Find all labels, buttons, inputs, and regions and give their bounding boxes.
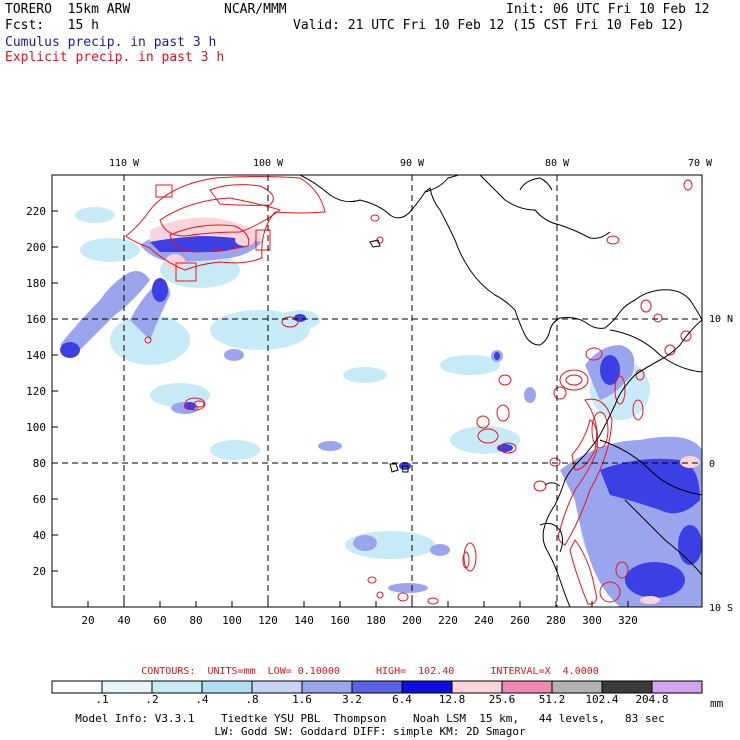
colorbar-swatch: [401, 680, 453, 694]
colorbar-swatch: [501, 680, 553, 694]
colorbar-label: 102.4: [585, 693, 619, 706]
valid-time: Valid: 21 UTC Fri 10 Feb 12 (15 CST Fri …: [293, 18, 685, 33]
colorbar-swatch: [201, 680, 253, 694]
lat-label-0: 0: [709, 459, 715, 470]
cumulus-precip-title: Cumulus precip. in past 3 h: [5, 35, 217, 50]
colorbar-label: 51.2: [538, 693, 566, 706]
colorbar-unit: mm: [710, 697, 724, 710]
colorbar-swatch: [301, 680, 353, 694]
lat-lon-grid: [52, 175, 702, 607]
x-tick-label: 260: [510, 614, 530, 627]
colorbar-swatch: [351, 680, 403, 694]
x-tick-label: 40: [117, 614, 130, 627]
lon-label-70w: 70 W: [688, 158, 713, 169]
lon-label-90w: 90 W: [400, 158, 425, 169]
explicit-precip-contours: [125, 176, 693, 605]
precip-map: 110 W 100 W 90 W 80 W 70 W 10 N 0 10 S: [26, 158, 733, 627]
colorbar-swatch: [51, 680, 103, 694]
x-tick-label: 280: [546, 614, 566, 627]
colorbar-label: 204.8: [635, 693, 669, 706]
y-tick-label: 20: [33, 565, 46, 578]
model-name: TORERO 15km ARW: [5, 2, 131, 17]
x-tick-label: 140: [294, 614, 314, 627]
colorbar-swatch: [551, 680, 603, 694]
y-tick-label: 180: [26, 277, 46, 290]
init-time: Init: 06 UTC Fri 10 Feb 12: [506, 2, 710, 17]
y-tick-label: 200: [26, 241, 46, 254]
y-tick-label: 220: [26, 205, 46, 218]
colorbar-label: .2: [145, 693, 159, 706]
x-tick-label: 100: [222, 614, 242, 627]
colorbar-label: .8: [245, 693, 259, 706]
contours-info: CONTOURS: UNITS=mm LOW= 0.10000 HIGH= 10…: [141, 666, 599, 677]
model-info-line2: LW: Godd SW: Goddard DIFF: simple KM: 2D…: [214, 725, 526, 738]
colorbar-labels: .1 .2 .4 .8 1.6 3.2 6.4 12.8 25.6 51.2 102.4 204.8: [0, 693, 740, 707]
lon-label-100w: 100 W: [253, 158, 284, 169]
x-tick-label: 240: [474, 614, 494, 627]
y-tick-label: 40: [33, 529, 46, 542]
x-tick-label: 220: [438, 614, 458, 627]
colorbar-label: 12.8: [438, 693, 466, 706]
colorbar-swatch: [151, 680, 203, 694]
x-axis-labels: 20 40 60 80 100 120 140 160 180 200 220 240 260 280 30…: [81, 614, 638, 627]
colorbar-swatch: [251, 680, 303, 694]
y-tick-label: 80: [33, 457, 46, 470]
colorbar-label: 1.6: [292, 693, 312, 706]
y-tick-label: 60: [33, 493, 46, 506]
y-tick-label: 160: [26, 313, 46, 326]
colorbar-label: .1: [95, 693, 109, 706]
x-tick-label: 80: [189, 614, 202, 627]
colorbar: [51, 680, 703, 694]
lon-label-80w: 80 W: [545, 158, 570, 169]
x-tick-label: 180: [366, 614, 386, 627]
y-axis-labels: 20 40 60 80 100 120 140 160 180 200 220: [26, 205, 46, 578]
center-name: NCAR/MMM: [224, 2, 287, 17]
colorbar-swatch: [651, 680, 703, 694]
model-info-line1: Model Info: V3.3.1 Tiedtke YSU PBL Thomp…: [75, 712, 665, 725]
y-tick-label: 140: [26, 349, 46, 362]
x-tick-label: 160: [330, 614, 350, 627]
x-tick-label: 60: [153, 614, 166, 627]
lat-label-10n: 10 N: [709, 314, 733, 325]
x-tick-label: 300: [582, 614, 602, 627]
x-tick-label: 20: [81, 614, 94, 627]
x-tick-label: 120: [258, 614, 278, 627]
colorbar-swatch: [451, 680, 503, 694]
lat-label-10s: 10 S: [709, 603, 733, 614]
colorbar-swatch: [601, 680, 653, 694]
explicit-precip-title: Explicit precip. in past 3 h: [5, 50, 225, 65]
y-tick-label: 100: [26, 421, 46, 434]
y-axis-ticks: [52, 210, 58, 572]
colorbar-label: 6.4: [392, 693, 412, 706]
colorbar-label: 25.6: [488, 693, 516, 706]
lon-label-110w: 110 W: [109, 158, 140, 169]
colorbar-label: .4: [195, 693, 209, 706]
colorbar-swatch: [101, 680, 153, 694]
y-tick-label: 120: [26, 385, 46, 398]
colorbar-label: 3.2: [342, 693, 362, 706]
x-tick-label: 200: [402, 614, 422, 627]
forecast-hour: Fcst: 15 h: [5, 18, 99, 33]
x-tick-label: 320: [618, 614, 638, 627]
x-axis-ticks: [87, 601, 629, 607]
coastlines: [299, 175, 702, 607]
